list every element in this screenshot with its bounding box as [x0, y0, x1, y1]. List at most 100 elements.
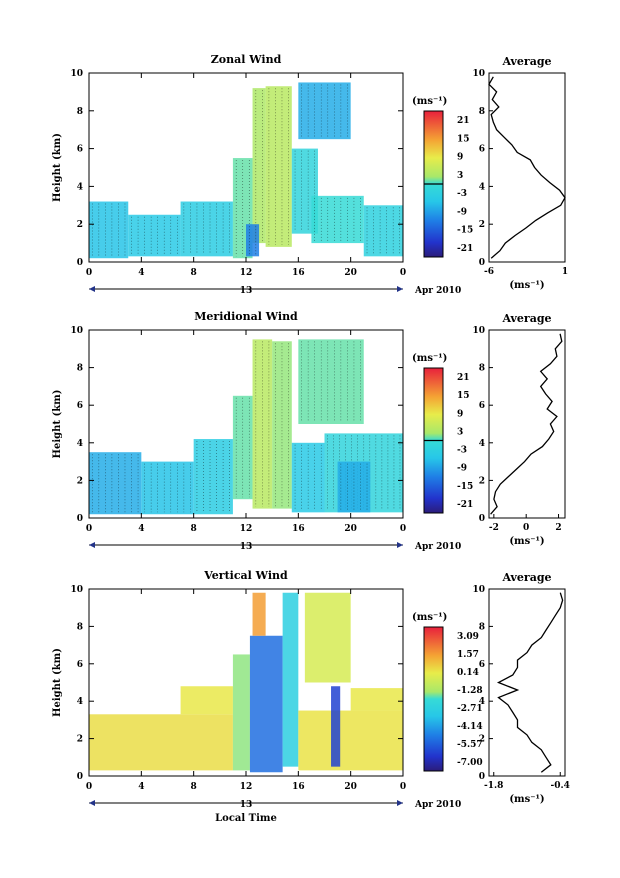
colorbar-tick-label: 1.57	[457, 650, 479, 660]
data-cell	[246, 224, 260, 257]
colorbar-tick-label: 3	[457, 171, 463, 181]
data-cell	[298, 710, 403, 771]
x-tick-label: 12	[240, 268, 253, 278]
x-tick-label: 0	[86, 782, 92, 792]
colorbar-tick-label: -9	[457, 207, 467, 217]
x-tick-label: 0	[86, 268, 92, 278]
data-cell	[89, 452, 142, 515]
data-cell	[298, 82, 351, 140]
data-cell	[193, 439, 233, 515]
data-cell	[128, 214, 181, 257]
data-cell	[252, 88, 266, 244]
colorbar-tick-label: 15	[457, 391, 470, 401]
x-tick-label: 8	[191, 524, 197, 534]
average-frame	[488, 588, 566, 777]
date-axis-arrow-left	[89, 542, 95, 548]
y-tick-label: 8	[77, 364, 83, 374]
data-cell	[363, 205, 403, 257]
colorbar-tick-label: -21	[457, 244, 473, 254]
data-cell	[252, 339, 273, 509]
x-axis-label: Local Time	[215, 813, 277, 824]
average-x-tick-label: 1	[562, 267, 568, 277]
colorbar-tick-label: -1.28	[457, 686, 483, 696]
colorbar-tick-label: 9	[457, 153, 463, 163]
data-cell	[304, 592, 351, 683]
average-x-label: (ms⁻¹)	[509, 280, 544, 291]
average-title: Average	[501, 571, 551, 584]
average-x-tick-label: -6	[484, 267, 494, 277]
date-axis-arrow-left	[89, 800, 95, 806]
data-cell	[350, 688, 403, 711]
date-day-label: 13	[240, 800, 253, 810]
y-tick-label: 2	[77, 476, 83, 486]
average-y-tick-label: 0	[479, 514, 485, 524]
date-month-label: Apr 2010	[414, 800, 461, 810]
y-tick-label: 8	[77, 107, 83, 117]
data-cell	[298, 339, 364, 424]
y-tick-label: 2	[77, 220, 83, 230]
date-axis-arrow-left	[89, 286, 95, 292]
data-cell	[180, 201, 233, 257]
average-frame	[488, 329, 566, 519]
x-tick-label: 0	[400, 268, 406, 278]
average-x-tick-label: -0.4	[551, 781, 570, 791]
x-tick-label: 20	[344, 268, 357, 278]
x-tick-label: 8	[191, 782, 197, 792]
average-profile-line	[488, 76, 566, 259]
data-cell	[89, 201, 129, 259]
average-frame	[488, 72, 566, 263]
panel-title: Zonal Wind	[211, 53, 282, 66]
y-tick-label: 6	[77, 660, 83, 670]
colorbar-unit: (ms⁻¹)	[412, 353, 447, 364]
date-axis-arrow-right	[397, 542, 403, 548]
y-tick-label: 0	[77, 514, 83, 524]
colorbar-tick-label: 3.09	[457, 632, 479, 642]
average-profile-line	[490, 333, 563, 515]
data-cell	[89, 714, 233, 771]
data-cell	[232, 654, 250, 771]
colorbar-tick-label: -5.57	[457, 740, 483, 750]
y-tick-label: 8	[77, 622, 83, 632]
date-axis-arrow-right	[397, 286, 403, 292]
x-tick-label: 0	[400, 524, 406, 534]
average-x-tick-label: 2	[555, 523, 561, 533]
date-month-label: Apr 2010	[414, 286, 461, 296]
colorbar-tick-label: 3	[457, 427, 463, 437]
average-y-tick-label: 2	[479, 220, 485, 230]
colorbar-tick-label: 21	[457, 116, 470, 126]
y-tick-label: 6	[77, 145, 83, 155]
y-tick-label: 0	[77, 772, 83, 782]
x-tick-label: 0	[86, 524, 92, 534]
y-tick-label: 2	[77, 735, 83, 745]
date-day-label: 13	[240, 286, 253, 296]
average-x-label: (ms⁻¹)	[509, 794, 544, 805]
y-tick-label: 4	[77, 182, 83, 192]
y-axis-label: Height (km)	[52, 133, 63, 202]
average-x-tick-label: 0	[523, 523, 529, 533]
average-y-tick-label: 2	[479, 735, 485, 745]
x-tick-label: 0	[400, 782, 406, 792]
average-x-label: (ms⁻¹)	[509, 536, 544, 547]
colorbar-unit: (ms⁻¹)	[412, 96, 447, 107]
colorbar-tick-label: -7.00	[457, 758, 483, 768]
average-y-tick-label: 0	[479, 258, 485, 268]
average-x-tick-label: -2	[489, 523, 499, 533]
average-y-tick-label: 4	[479, 439, 485, 449]
y-tick-label: 0	[77, 258, 83, 268]
data-cell	[249, 635, 283, 773]
average-y-tick-label: 6	[479, 145, 485, 155]
average-y-tick-label: 10	[472, 69, 485, 79]
y-tick-label: 4	[77, 439, 83, 449]
y-axis-label: Height (km)	[52, 648, 63, 717]
colorbar-tick-label: -9	[457, 464, 467, 474]
y-axis-label: Height (km)	[52, 390, 63, 459]
average-y-tick-label: 10	[472, 585, 485, 595]
colorbar-unit: (ms⁻¹)	[412, 612, 447, 623]
colorbar-tick-label: 9	[457, 409, 463, 419]
colorbar-tick-label: -21	[457, 500, 473, 510]
x-tick-label: 12	[240, 782, 253, 792]
